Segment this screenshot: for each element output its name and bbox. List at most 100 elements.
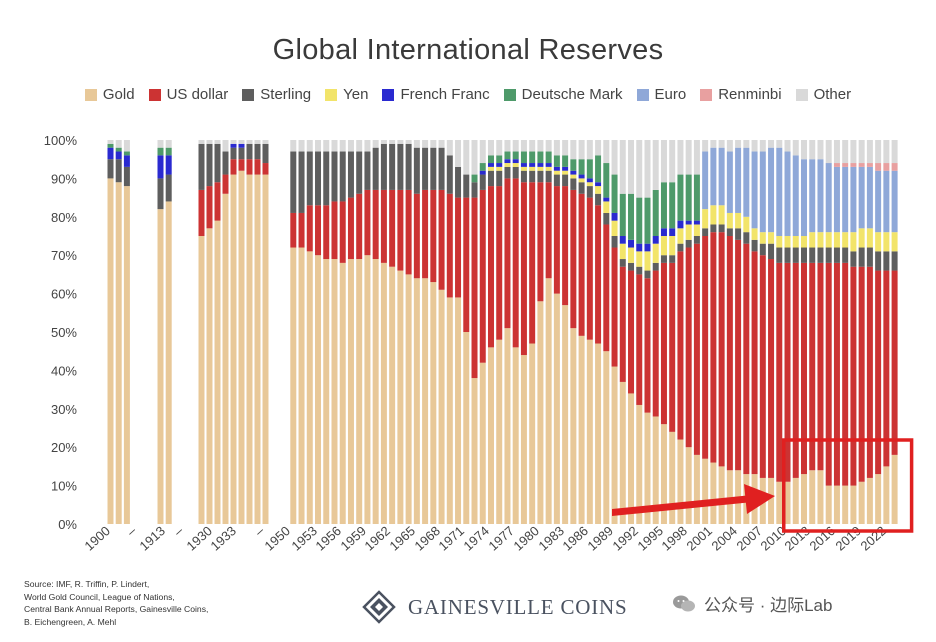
bar-usd — [866, 266, 873, 478]
bar-sterling — [644, 270, 651, 279]
bar-sterling — [619, 259, 626, 267]
bar-euro — [850, 166, 857, 233]
bar-gold — [866, 477, 873, 524]
bar-gold — [693, 454, 700, 524]
bar-sterling — [537, 170, 544, 183]
bar-dm — [685, 174, 692, 221]
watermark-text: 公众号 · 边际Lab — [704, 596, 833, 615]
bar-usd — [883, 270, 890, 467]
bar-usd — [430, 189, 437, 283]
highlight-arrow-head — [744, 484, 775, 514]
bar-dm — [595, 155, 602, 183]
bar-usd — [809, 262, 816, 471]
bar-usd — [776, 262, 783, 482]
bar-sterling — [222, 151, 229, 175]
bar-yen — [809, 232, 816, 248]
x-tick-label: 1989 — [584, 523, 616, 553]
bar-sterling — [230, 147, 237, 160]
x-tick-label: 2007 — [733, 523, 765, 553]
bar-sterling — [246, 143, 253, 160]
bar-yen — [685, 224, 692, 240]
bar-other — [726, 140, 733, 152]
bar-usd — [455, 197, 462, 298]
bar-dm — [611, 174, 618, 213]
bar-gold — [850, 485, 857, 524]
bar-yen — [710, 205, 717, 225]
bar-yen — [512, 163, 519, 167]
bar-yen — [660, 236, 667, 256]
bar-yen — [792, 236, 799, 248]
bar-gold — [397, 270, 404, 524]
x-tick-label: – — [252, 523, 268, 540]
bar-gold — [331, 259, 338, 524]
bar-other — [825, 140, 832, 164]
legend-item-other: Other — [795, 86, 851, 103]
bar-yen — [735, 212, 742, 229]
bar-other — [520, 140, 527, 152]
bar-other — [735, 140, 742, 148]
bar-gold — [230, 174, 237, 524]
bar-sterling — [685, 239, 692, 248]
bar-yen — [520, 166, 527, 171]
bar-ff — [619, 236, 626, 244]
legend-label: French Franc — [400, 86, 490, 103]
bar-dm — [512, 151, 519, 160]
bar-yen — [504, 163, 511, 167]
bar-dm — [487, 155, 494, 164]
x-tick-label: 1913 — [136, 523, 168, 553]
bar-dm — [619, 193, 626, 236]
bar-gold — [784, 481, 791, 524]
bar-other — [611, 140, 618, 175]
bar-gold — [380, 262, 387, 524]
bar-ff — [570, 170, 577, 175]
bar-dm — [586, 159, 593, 179]
bar-yen — [718, 205, 725, 225]
bar-other — [254, 140, 261, 144]
bar-other — [586, 140, 593, 160]
bar-usd — [875, 270, 882, 475]
bar-sterling — [800, 247, 807, 263]
bar-other — [504, 140, 511, 152]
bar-dm — [520, 151, 527, 164]
bar-sterling — [238, 147, 245, 160]
bar-usd — [751, 251, 758, 475]
bar-rmb — [883, 163, 890, 171]
bar-gold — [545, 278, 552, 524]
bar-ff — [238, 143, 245, 148]
bar-sterling — [891, 251, 898, 271]
bar-sterling — [858, 247, 865, 267]
y-tick-label: 70% — [51, 248, 77, 263]
bar-usd — [339, 201, 346, 263]
bar-sterling — [446, 155, 453, 194]
bar-usd — [529, 182, 536, 344]
bar-sterling — [397, 143, 404, 190]
bar-yen — [669, 236, 676, 256]
bar-other — [603, 140, 610, 164]
bar-sterling — [372, 147, 379, 190]
bar-ff — [685, 220, 692, 225]
legend-label: Deutsche Mark — [521, 86, 623, 103]
source-line: World Gold Council, League of Nations, — [24, 591, 175, 602]
bar-yen — [883, 232, 890, 252]
bar-rmb — [858, 163, 865, 167]
bar-gold — [529, 343, 536, 524]
x-tick-label: 1950 — [261, 523, 293, 553]
bar-dm — [107, 143, 114, 148]
bar-yen — [842, 232, 849, 248]
bar-gold — [603, 351, 610, 524]
bar-other — [628, 140, 635, 194]
bar-sterling — [652, 262, 659, 271]
bar-other — [290, 140, 297, 152]
bar-euro — [702, 151, 709, 210]
bar-sterling — [545, 170, 552, 183]
bar-ff — [660, 228, 667, 236]
bar-usd — [496, 186, 503, 340]
bar-euro — [800, 159, 807, 236]
bar-sterling — [520, 170, 527, 183]
bar-gold — [455, 297, 462, 524]
bar-usd — [660, 262, 667, 425]
bar-ff — [123, 155, 130, 167]
bar-gold — [198, 236, 205, 524]
bar-usd — [562, 186, 569, 306]
legend-item-sterling: Sterling — [242, 86, 311, 103]
